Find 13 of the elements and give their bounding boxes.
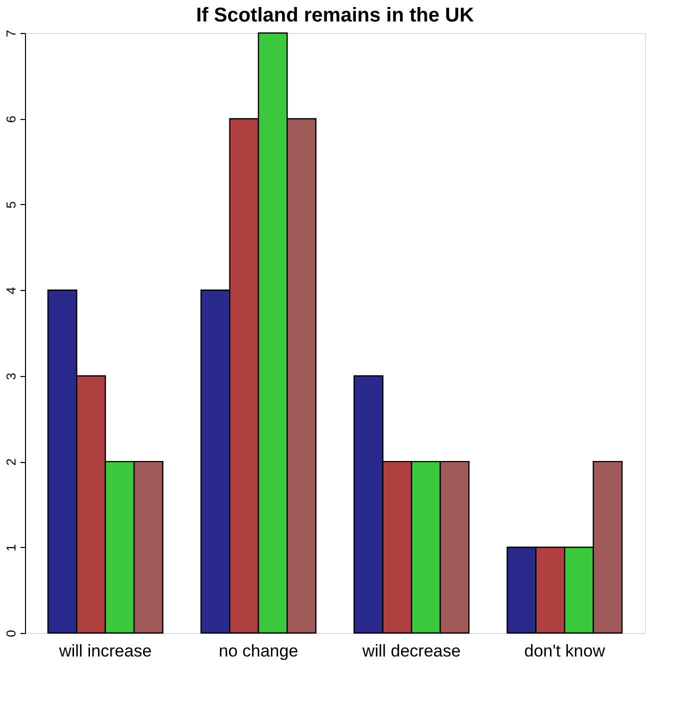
x-tick-label: will decrease [361,642,461,660]
y-tick-label: 4 [4,287,18,294]
y-tick-label: 2 [4,458,18,466]
y-tick-label: 7 [4,30,18,38]
y-tick-label: 1 [4,544,18,552]
x-tick-label: will increase [58,642,152,660]
chart-title: If Scotland remains in the UK [196,4,474,26]
y-tick-label: 5 [4,201,18,209]
x-tick-label: don't know [524,642,606,660]
y-tick-label: 0 [4,630,18,638]
x-tick-label: no change [218,642,298,660]
y-tick-label: 6 [4,116,18,123]
y-tick-label: 3 [4,372,18,380]
